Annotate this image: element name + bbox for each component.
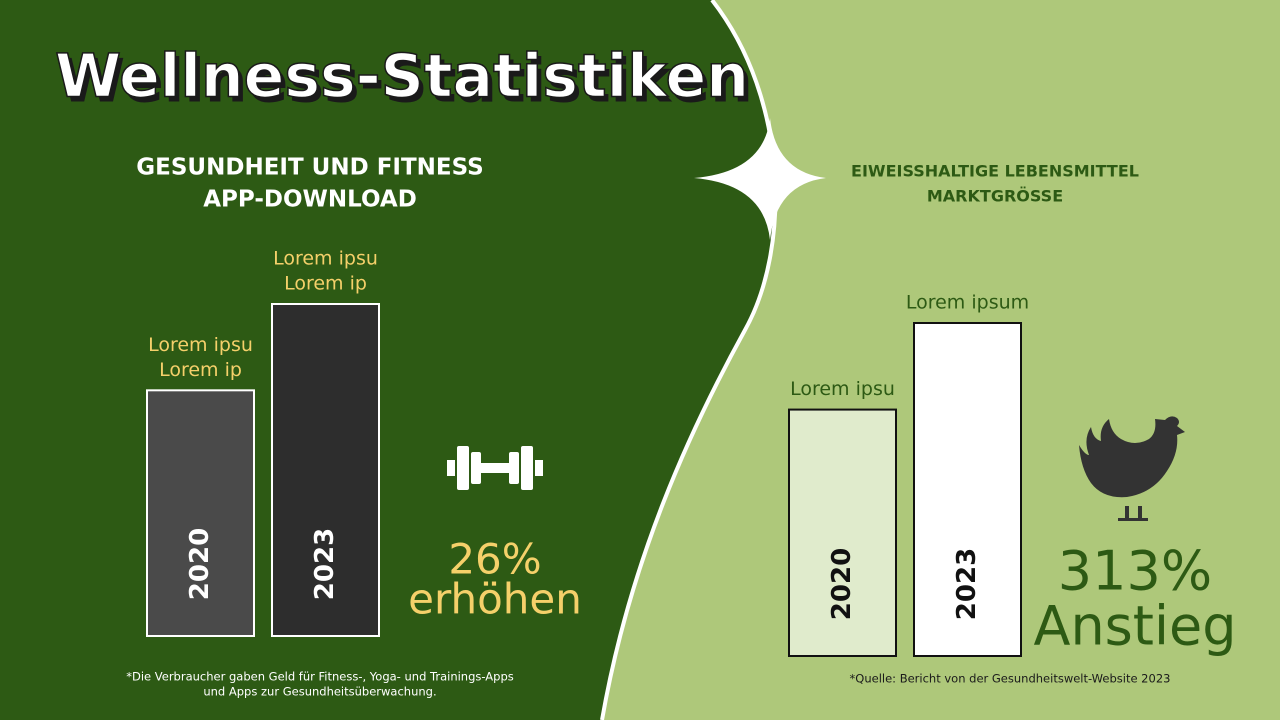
bar-label: Lorem ip bbox=[159, 359, 242, 381]
bar bbox=[913, 322, 1022, 657]
bar bbox=[146, 389, 255, 637]
footnote: *Die Verbraucher gaben Geld für Fitness-… bbox=[126, 670, 514, 684]
page-title: Wellness-Statistiken bbox=[55, 42, 749, 112]
dumbbell-icon bbox=[447, 446, 543, 490]
bar bbox=[271, 303, 380, 637]
highlight-text: Anstieg bbox=[1034, 595, 1237, 658]
bar-category: 2023 bbox=[310, 528, 340, 600]
bar-category: 2020 bbox=[185, 528, 215, 600]
bar-category: 2020 bbox=[827, 548, 857, 620]
bar-label: Lorem ipsu bbox=[148, 334, 253, 356]
bar bbox=[788, 408, 897, 657]
chart-title: APP-DOWNLOAD bbox=[203, 187, 417, 213]
footnote: *Quelle: Bericht von der Gesundheitswelt… bbox=[850, 672, 1171, 686]
divider bbox=[600, 0, 778, 720]
bar-label: Lorem ipsu bbox=[273, 248, 378, 270]
chart-title: MARKTGRÖSSE bbox=[927, 187, 1063, 206]
chart-title: EIWEISSHALTIGE LEBENSMITTEL bbox=[851, 162, 1139, 181]
chart-title: GESUNDHEIT UND FITNESS bbox=[136, 155, 483, 181]
bar-label: Lorem ip bbox=[284, 273, 367, 295]
bar-label: Lorem ipsum bbox=[906, 292, 1029, 314]
title-shadow: Wellness-Statistiken bbox=[59, 47, 753, 117]
sparkle bbox=[694, 118, 826, 240]
highlight-text: 26% bbox=[448, 535, 541, 584]
bar-label: Lorem ipsu bbox=[790, 378, 895, 400]
footnote: und Apps zur Gesundheitsüberwachung. bbox=[203, 685, 436, 699]
chicken-icon bbox=[1079, 416, 1185, 521]
bar-category: 2023 bbox=[952, 548, 982, 620]
highlight-text: erhöhen bbox=[408, 575, 582, 624]
highlight-text: 313% bbox=[1058, 540, 1212, 603]
